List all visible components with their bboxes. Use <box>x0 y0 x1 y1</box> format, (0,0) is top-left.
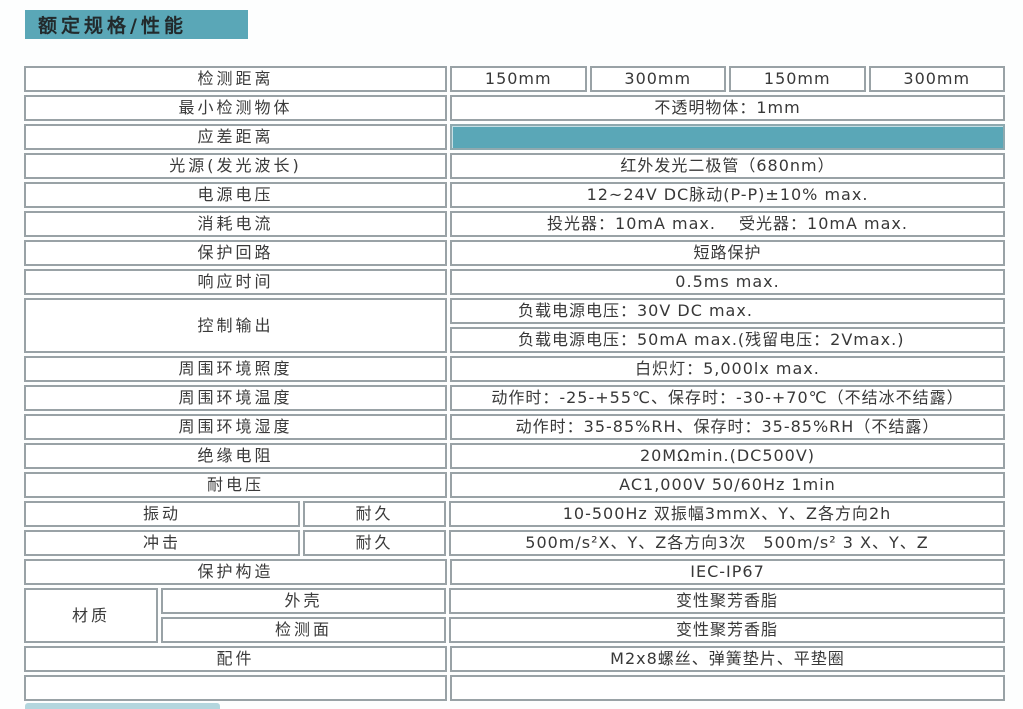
spec-label-cell: 材质 <box>24 588 158 643</box>
table-row-group: 控制输出 负载电源电压：30V DC max. 负载电源电压：50mA max.(残… <box>24 298 1005 353</box>
spec-value-cell: 10-500Hz 双振幅3mmX、Y、Z各方向2h <box>449 501 1005 527</box>
spec-value-cell: IEC-IP67 <box>450 559 1005 585</box>
spec-label-cell: 耐久 <box>303 501 446 527</box>
spec-label-cell: 保护构造 <box>24 559 447 585</box>
spec-value-cell: 150mm <box>450 66 587 92</box>
spec-value-cell: 负载电源电压：30V DC max. <box>450 298 1005 324</box>
spec-label-cell: 外壳 <box>161 588 446 614</box>
spec-label-cell: 配件 <box>24 646 447 672</box>
spec-value-cell: 变性聚芳香脂 <box>449 588 1005 614</box>
table-row: 响应时间 0.5ms max. <box>24 269 1005 295</box>
spec-value-cell: 动作时：-25-+55℃、保存时：-30-+70℃（不结冰不结露） <box>450 385 1005 411</box>
table-row: 消耗电流 投光器：10mA max. 受光器：10mA max. <box>24 211 1005 237</box>
spec-label-cell: 冲击 <box>24 530 300 556</box>
spec-value-cell: 12~24V DC脉动(P-P)±10% max. <box>450 182 1005 208</box>
table-row: 周围环境照度 白炽灯：5,000lx max. <box>24 356 1005 382</box>
table-row: 外壳 变性聚芳香脂 <box>161 588 1005 614</box>
table-row: 周围环境湿度 动作时：35-85%RH、保存时：35-85%RH（不结露） <box>24 414 1005 440</box>
spec-label-cell: 周围环境照度 <box>24 356 447 382</box>
table-row: 周围环境温度 动作时：-25-+55℃、保存时：-30-+70℃（不结冰不结露） <box>24 385 1005 411</box>
spec-value-cell: 150mm <box>729 66 866 92</box>
section-title: 额定规格/性能 <box>38 15 187 37</box>
spec-label-cell: 周围环境湿度 <box>24 414 447 440</box>
table-row: 检测距离 150mm 300mm 150mm 300mm <box>24 66 1005 92</box>
spec-value-cell: 变性聚芳香脂 <box>449 617 1005 643</box>
table-row: 振动 耐久 10-500Hz 双振幅3mmX、Y、Z各方向2h <box>24 501 1005 527</box>
spec-label-cell: 消耗电流 <box>24 211 447 237</box>
spec-label-cell: 耐久 <box>303 530 446 556</box>
spec-label-cell: 响应时间 <box>24 269 447 295</box>
spec-value-cell: 红外发光二极管（680nm） <box>450 153 1005 179</box>
spec-value-cell <box>450 124 1005 150</box>
spec-label-cell: 控制输出 <box>24 298 447 353</box>
spec-label-cell: 最小检测物体 <box>24 95 447 121</box>
spec-value-cell: AC1,000V 50/60Hz 1min <box>450 472 1005 498</box>
spec-label-cell <box>24 675 447 701</box>
table-row: 耐电压 AC1,000V 50/60Hz 1min <box>24 472 1005 498</box>
spec-label-cell: 耐电压 <box>24 472 447 498</box>
spec-label-cell: 光源(发光波长) <box>24 153 447 179</box>
spec-label-cell: 振动 <box>24 501 300 527</box>
section-title-bar: 额定规格/性能 <box>25 10 248 39</box>
table-row: 绝缘电阻 20MΩmin.(DC500V) <box>24 443 1005 469</box>
table-row <box>24 675 1005 701</box>
spec-value-cell: 20MΩmin.(DC500V) <box>450 443 1005 469</box>
spec-table: 检测距离 150mm 300mm 150mm 300mm 最小检测物体 不透明物体：1mm 应… <box>24 66 1005 701</box>
table-row: 保护构造 IEC-IP67 <box>24 559 1005 585</box>
spec-value-cell: 300mm <box>868 66 1005 92</box>
table-row: 冲击 耐久 500m/s²X、Y、Z各方向3次 500m/s² 3 X、Y、Z <box>24 530 1005 556</box>
table-row: 配件 M2x8螺丝、弹簧垫片、平垫圈 <box>24 646 1005 672</box>
table-row: 最小检测物体 不透明物体：1mm <box>24 95 1005 121</box>
table-row: 检测面 变性聚芳香脂 <box>161 617 1005 643</box>
spec-value-cell: 0.5ms max. <box>450 269 1005 295</box>
spec-label-cell: 检测面 <box>161 617 446 643</box>
table-row-group: 材质 外壳 变性聚芳香脂 检测面 变性聚芳香脂 <box>24 588 1005 643</box>
next-section-header-peek <box>25 703 220 709</box>
spec-value-cell: 500m/s²X、Y、Z各方向3次 500m/s² 3 X、Y、Z <box>449 530 1005 556</box>
spec-label-cell: 应差距离 <box>24 124 447 150</box>
spec-value-cell: 动作时：35-85%RH、保存时：35-85%RH（不结露） <box>450 414 1005 440</box>
table-row: 保护回路 短路保护 <box>24 240 1005 266</box>
spec-label-cell: 绝缘电阻 <box>24 443 447 469</box>
spec-value-cell: 300mm <box>589 66 726 92</box>
spec-value-cell: 投光器：10mA max. 受光器：10mA max. <box>450 211 1005 237</box>
table-row: 负载电源电压：30V DC max. <box>450 298 1005 324</box>
spec-label-cell: 电源电压 <box>24 182 447 208</box>
spec-value-cell: 不透明物体：1mm <box>450 95 1005 121</box>
table-row: 负载电源电压：50mA max.(残留电压：2Vmax.) <box>450 327 1005 353</box>
spec-value-cell: 白炽灯：5,000lx max. <box>450 356 1005 382</box>
table-row: 光源(发光波长) 红外发光二极管（680nm） <box>24 153 1005 179</box>
spec-label-cell: 周围环境温度 <box>24 385 447 411</box>
spec-label-cell: 保护回路 <box>24 240 447 266</box>
spec-value-cell: 短路保护 <box>450 240 1005 266</box>
spec-value-cell: M2x8螺丝、弹簧垫片、平垫圈 <box>450 646 1005 672</box>
spec-value-cell: 负载电源电压：50mA max.(残留电压：2Vmax.) <box>450 327 1005 353</box>
table-row: 电源电压 12~24V DC脉动(P-P)±10% max. <box>24 182 1005 208</box>
table-row: 应差距离 <box>24 124 1005 150</box>
spec-label-cell: 检测距离 <box>24 66 447 92</box>
spec-value-cell <box>450 675 1005 701</box>
